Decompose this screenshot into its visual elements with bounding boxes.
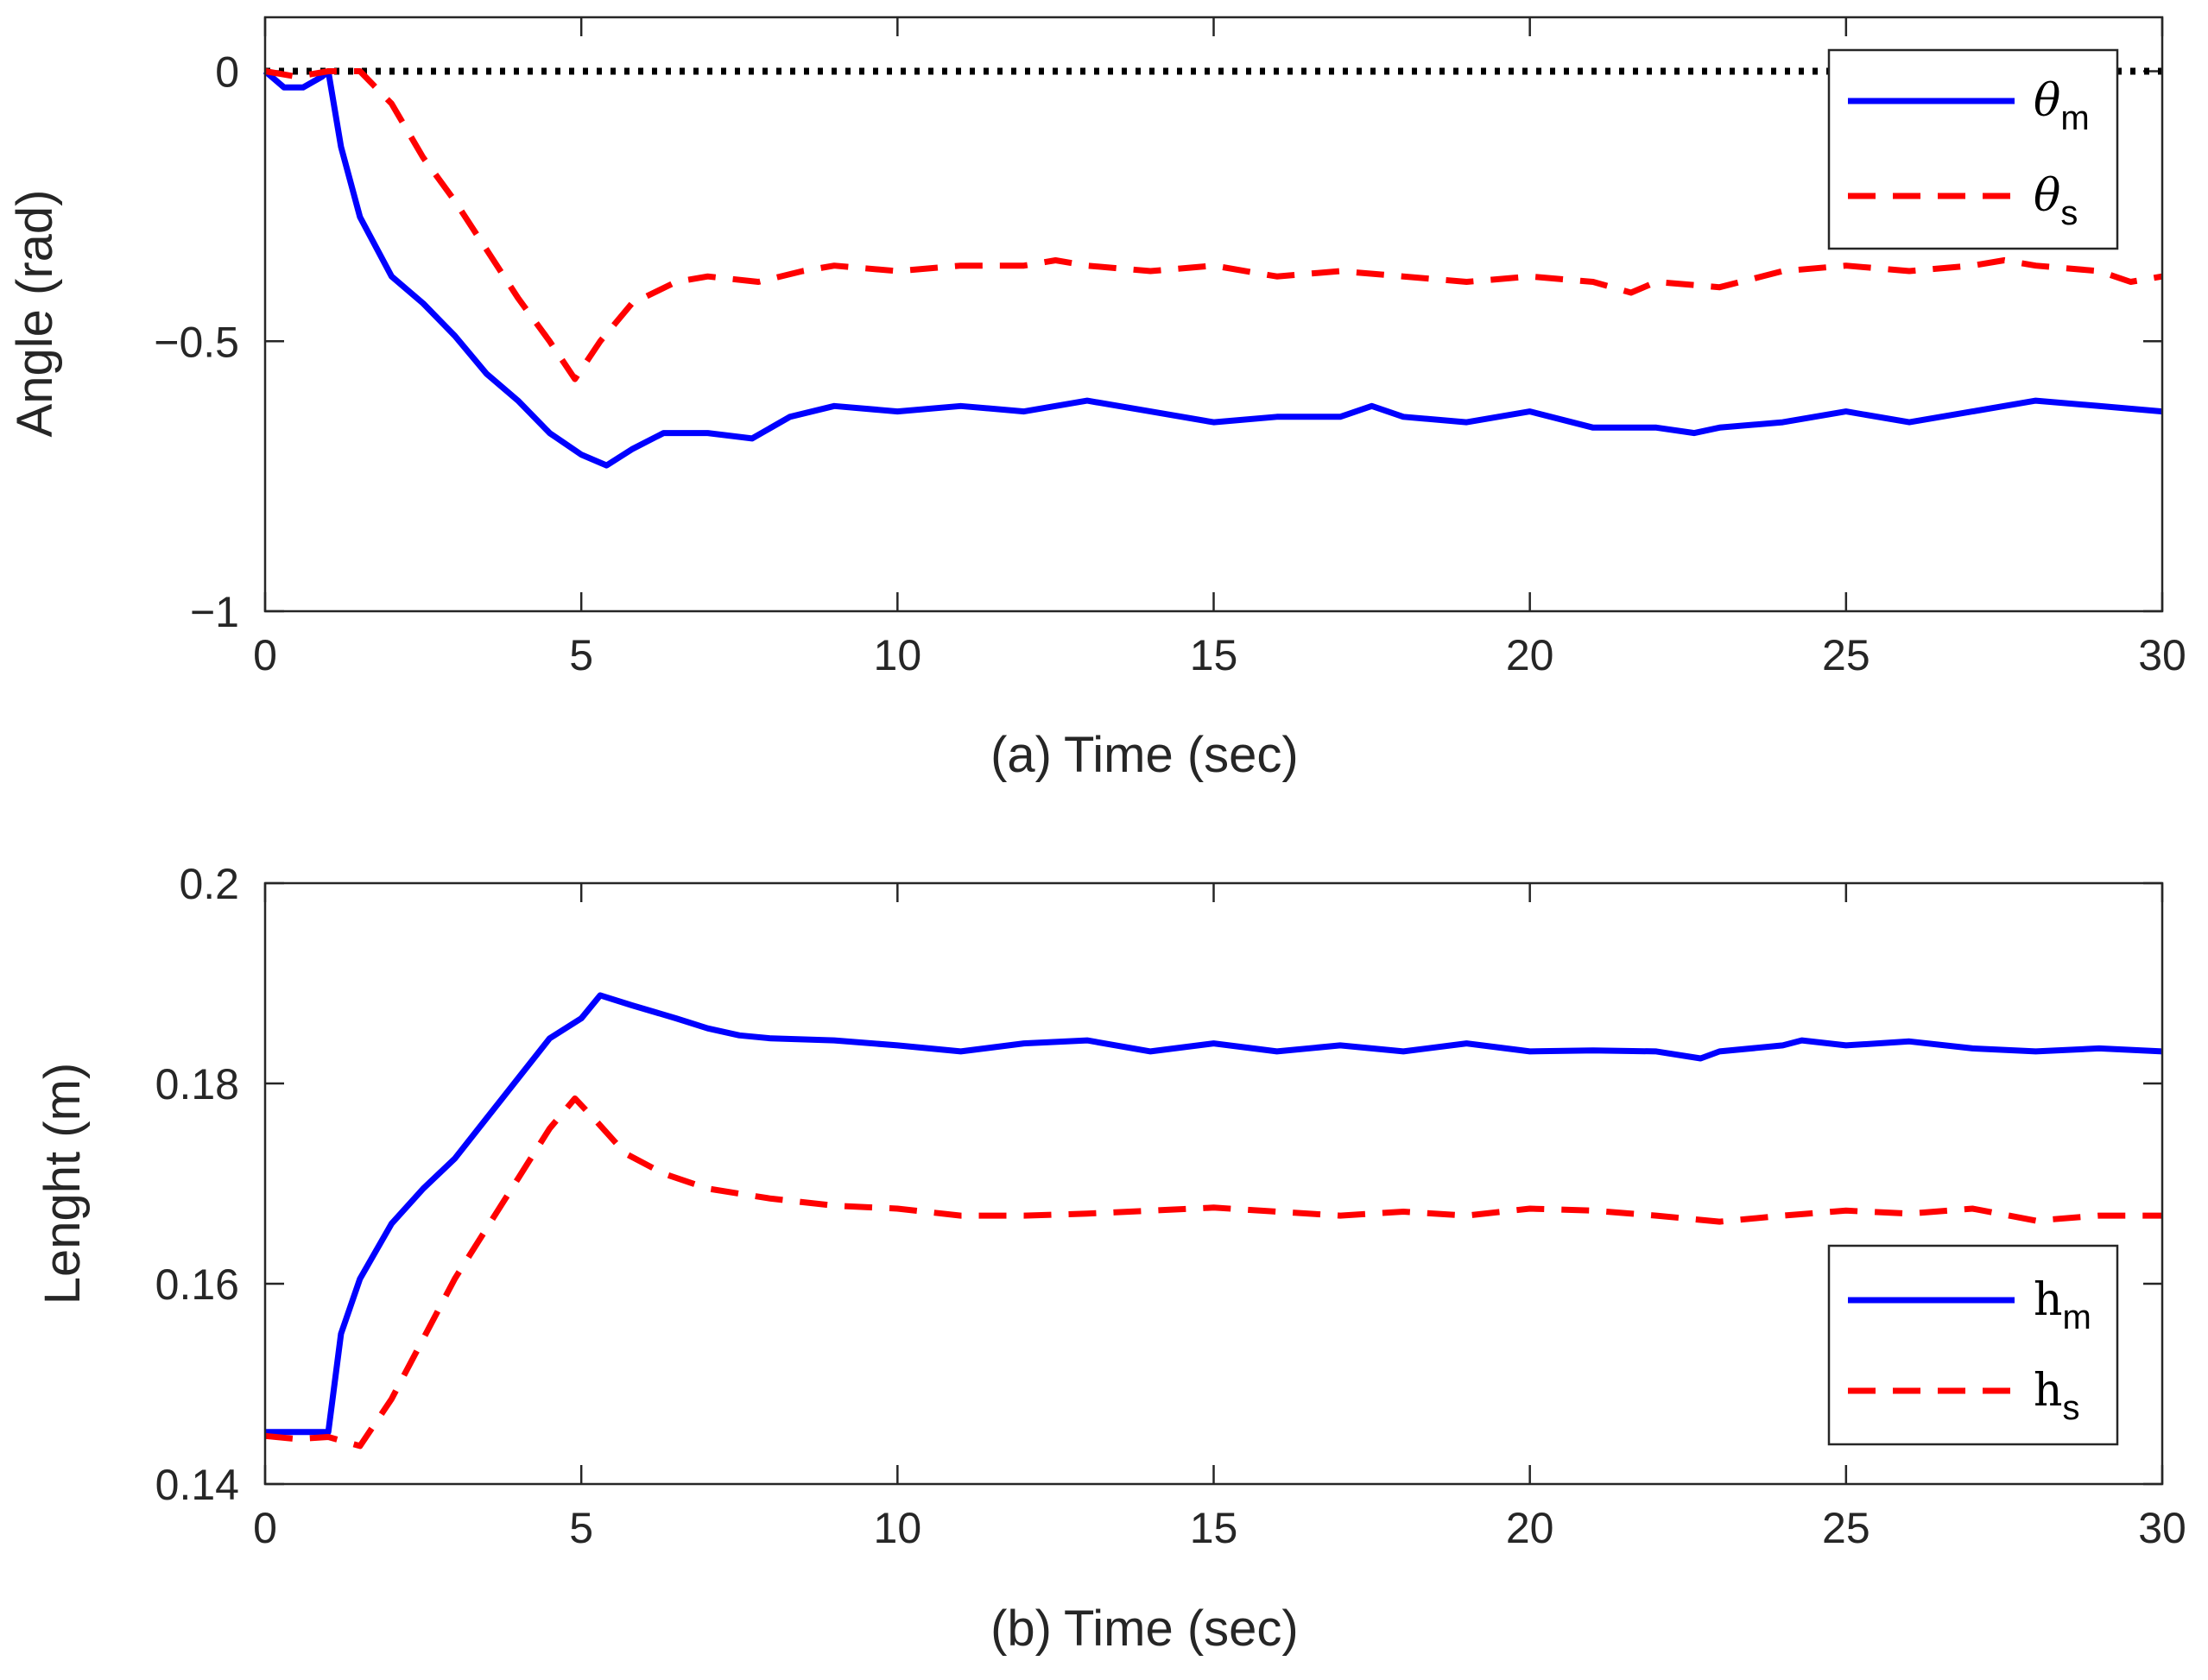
panel-b-y-tick-label: 0.18: [155, 1060, 239, 1108]
panel-b-legend-label-h-s: hs: [2034, 1365, 2080, 1427]
panel-a-x-axis-label: Time (sec): [1064, 727, 1299, 783]
panel-a-legend-label-theta-m: θm: [2034, 75, 2090, 137]
panel-b-x-tick-label: 15: [1190, 1504, 1238, 1552]
panel-b-x-axis-label: Time (sec): [1064, 1601, 1299, 1657]
panel-a-label: (a): [990, 727, 1052, 783]
panel-b-series-m-line: [265, 992, 2163, 1436]
panel-b-x-tick-label: 0: [253, 1504, 277, 1552]
panel-a-y-axis-label: Angle (rad): [7, 190, 63, 438]
panel-a-series: [263, 68, 2163, 469]
panel-b-legend-box: [1827, 1244, 2119, 1446]
panel-a-x-tick-label: 25: [1822, 631, 1870, 679]
panel-a-x-tick-label: 30: [2138, 631, 2186, 679]
panel-b-axes-frame: [263, 881, 2164, 1486]
panel-a-x-tick-labels: 0 5 10 15 20 25 30: [253, 631, 2186, 679]
panel-b-label: (b): [990, 1601, 1052, 1657]
panel-b-x-tick-label: 20: [1506, 1504, 1554, 1552]
panel-b-x-tick-label: 25: [1822, 1504, 1870, 1552]
panel-a-legend: θm θs: [1827, 48, 2119, 250]
panel-b-x-tick-label: 10: [874, 1504, 922, 1552]
panel-a-x-tick-label: 20: [1506, 631, 1554, 679]
panel-a: 0 5 10 15 20 25 30 0 −0.5 −1 Angle (rad) (a) Tim…: [7, 16, 2186, 783]
panel-b-y-tick-label: 0.14: [155, 1461, 239, 1509]
panel-b-legend-label-h-m: hm: [2034, 1274, 2091, 1336]
panel-b-x-tick-label: 30: [2138, 1504, 2186, 1552]
panel-a-x-tick-label: 5: [569, 631, 593, 679]
panel-a-y-tick-label: −0.5: [154, 318, 239, 366]
panel-b-series: [264, 992, 2163, 1449]
panel-b-y-tick-label: 0.16: [155, 1260, 239, 1309]
panel-b: 0 5 10 15 20 25 30 0.140.160.180.2 Lenght (m) …: [35, 860, 2186, 1657]
panel-b-series-s-line: [264, 1095, 2162, 1449]
panel-a-legend-box: [1827, 48, 2119, 250]
panel-a-x-tick-label: 15: [1190, 631, 1238, 679]
panel-b-x-tick-label: 5: [569, 1504, 593, 1552]
panel-a-series-m-line: [263, 68, 2163, 469]
panel-b-y-tick-label: 0.2: [179, 860, 239, 908]
panel-b-y-axis-label: Lenght (m): [35, 1063, 91, 1304]
panel-a-legend-label-theta-s: θs: [2034, 170, 2078, 232]
panel-a-x-tick-label: 10: [874, 631, 922, 679]
panel-a-y-tick-label: −1: [190, 588, 239, 636]
panel-b-x-tick-labels: 0 5 10 15 20 25 30: [253, 1504, 2186, 1552]
panel-a-series-s-line: [264, 68, 2163, 382]
panel-a-y-tick-labels: 0 −0.5 −1: [154, 48, 239, 636]
panel-b-legend: hm hs: [1827, 1244, 2119, 1446]
panel-a-y-tick-label: 0: [215, 48, 239, 97]
panel-a-x-tick-label: 0: [253, 631, 277, 679]
panel-a-axes-frame: [263, 16, 2164, 613]
panel-b-y-tick-labels: 0.14 0.16 0.18 0.2: [155, 860, 239, 1509]
